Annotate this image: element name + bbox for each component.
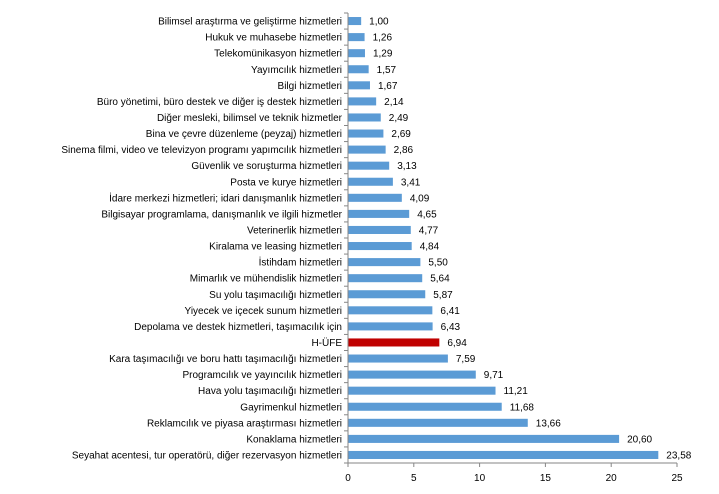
data-label: 1,00 [369,17,389,28]
data-label: 7,59 [456,354,476,365]
data-label: 1,29 [373,49,393,60]
data-label: 6,41 [440,306,460,317]
category-labels-group: Bilimsel araştırma ve geliştirme hizmetl… [61,17,342,462]
bar [348,65,369,74]
category-label: Bilgi hizmetleri [278,81,342,92]
data-label: 11,21 [504,386,529,397]
category-label: Depolama ve destek hizmetleri, taşımacıl… [134,322,342,333]
bars-group [348,17,659,459]
bar [348,49,365,58]
data-label: 2,14 [384,97,404,108]
category-label: Diğer mesleki, bilimsel ve teknik hizmet… [157,113,343,124]
bar [348,225,411,234]
bar-highlight [348,338,440,347]
data-label: 6,94 [447,338,467,349]
data-label: 1,67 [378,81,398,92]
data-label: 2,69 [391,129,411,140]
category-label: Gayrimenkul hizmetleri [240,402,342,413]
data-label: 5,87 [433,290,453,301]
category-label: Posta ve kurye hizmetleri [230,177,342,188]
category-label: Seyahat acentesi, tur operatörü, diğer r… [72,450,342,461]
category-label: Bilimsel araştırma ve geliştirme hizmetl… [158,17,342,28]
x-tick-label: 10 [474,473,486,484]
bar [348,402,502,411]
category-label: Kara taşımacılığı ve boru hattı taşımacı… [109,354,342,365]
bar [348,177,393,186]
category-label: Güvenlik ve soruşturma hizmetleri [191,161,342,172]
category-label: Telekomünikasyon hizmetleri [214,49,342,60]
bar [348,209,410,218]
x-tick-label: 15 [540,473,552,484]
x-tick-label: 20 [606,473,618,484]
bar [348,33,365,42]
bar [348,97,377,106]
data-label: 23,58 [666,450,691,461]
data-label: 4,84 [420,242,440,253]
data-label: 5,50 [428,258,448,269]
data-label: 11,68 [510,402,535,413]
data-label: 1,26 [373,33,393,44]
bar [348,17,362,26]
category-label: İstihdam hizmetleri [259,256,342,269]
data-label: 9,71 [484,370,504,381]
category-label: Programcılık ve yayıncılık hizmetleri [183,370,343,381]
category-label: Yayımcılık hizmetleri [251,65,342,76]
bar [348,306,433,315]
bar [348,274,423,283]
data-label: 3,13 [397,161,417,172]
bar [348,258,421,267]
category-label: Hukuk ve muhasebe hizmetleri [205,33,342,44]
data-label: 5,64 [430,274,450,285]
data-label: 13,66 [536,418,561,429]
category-label: H-ÜFE [311,337,342,349]
bar [348,145,386,154]
x-tick-label: 0 [345,473,351,484]
category-label: İdare merkezi hizmetleri; idari danışman… [109,191,342,204]
axes-group: 0 5 10 15 20 25 [344,12,683,484]
bar [348,450,659,459]
bar [348,193,402,202]
bar [348,418,528,427]
bar [348,354,448,363]
category-label: Hava yolu taşımacılığı hizmetleri [198,386,342,397]
data-label: 3,41 [401,177,421,188]
category-label: Reklamcılık ve piyasa araştırması hizmet… [147,418,342,429]
category-label: Su yolu taşımacılığı hizmetleri [209,290,342,301]
bar [348,161,390,170]
category-label: Büro yönetimi, büro destek ve diğer iş d… [97,97,342,108]
bar [348,434,620,443]
data-label: 1,57 [377,65,397,76]
data-label: 20,60 [627,434,652,445]
bar [348,113,381,122]
bar [348,386,496,395]
bar [348,81,370,90]
data-label: 2,86 [394,145,414,156]
data-label: 2,49 [389,113,409,124]
data-label: 6,43 [441,322,461,333]
category-label: Bina ve çevre düzenleme (peyzaj) hizmetl… [146,129,342,140]
data-label: 4,77 [419,225,439,236]
category-label: Bilgisayar programlama, danışmanlık ve i… [101,209,342,220]
category-label: Sinema filmi, video ve televizyon progra… [61,145,342,156]
category-label: Konaklama hizmetleri [246,434,342,445]
bar [348,290,426,299]
data-label: 4,65 [417,209,437,220]
bar [348,322,433,331]
bar [348,129,384,138]
category-label: Kiralama ve leasing hizmetleri [209,242,342,253]
bar [348,370,476,379]
bar [348,242,412,251]
x-tick-label: 5 [411,473,417,484]
category-label: Mimarlık ve mühendislik hizmetleri [190,274,342,285]
data-label: 4,09 [410,193,430,204]
value-labels-group: 1,00 1,26 1,29 1,57 1,67 2,14 2,49 2,69 2,86 3,13… [369,17,692,462]
category-label: Veterinerlik hizmetleri [247,225,342,236]
category-label: Yiyecek ve içecek sunum hizmetleri [185,306,342,317]
x-tick-label: 25 [671,473,683,484]
